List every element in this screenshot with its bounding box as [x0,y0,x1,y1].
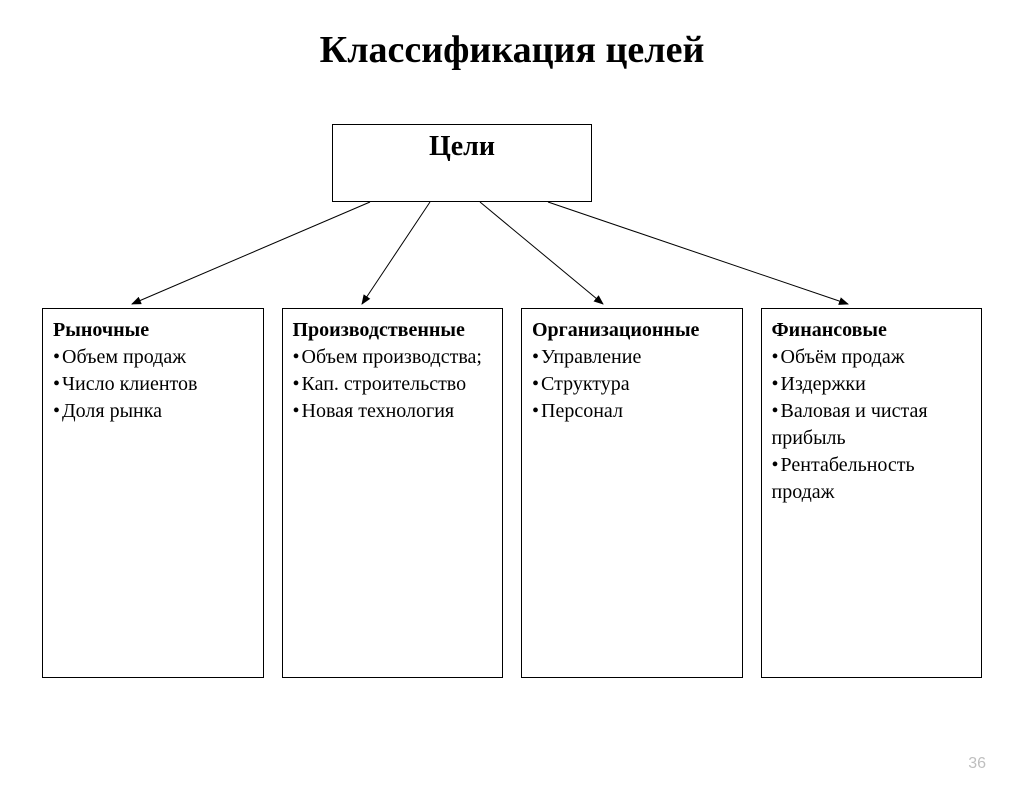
list-item: Объём продаж [772,344,972,371]
list-item: Доля рынка [53,398,253,425]
list-item: Издержки [772,371,972,398]
child-heading: Организационные [532,317,732,344]
list-item: Управление [532,344,732,371]
child-list: Объем производства; Кап. строительство Н… [293,344,493,425]
child-heading: Производственные [293,317,493,344]
child-node-production: Производственные Объем производства; Кап… [282,308,504,678]
list-item: Рентабельность продаж [772,452,972,506]
list-item: Новая технология [293,398,493,425]
root-node: Цели [332,124,592,202]
child-node-financial: Финансовые Объём продаж Издержки Валовая… [761,308,983,678]
list-item: Объем производства; [293,344,493,371]
child-node-organizational: Организационные Управление Структура Пер… [521,308,743,678]
child-heading: Финансовые [772,317,972,344]
list-item: Структура [532,371,732,398]
child-list: Управление Структура Персонал [532,344,732,425]
list-item: Валовая и чистая прибыль [772,398,972,452]
list-item: Кап. строительство [293,371,493,398]
root-node-label: Цели [429,131,495,162]
list-item: Число клиентов [53,371,253,398]
list-item: Объем продаж [53,344,253,371]
list-item: Персонал [532,398,732,425]
child-heading: Рыночные [53,317,253,344]
page-title: Классификация целей [0,28,1024,72]
child-list: Объём продаж Издержки Валовая и чистая п… [772,344,972,506]
child-list: Объем продаж Число клиентов Доля рынка [53,344,253,425]
children-row: Рыночные Объем продаж Число клиентов Дол… [42,308,982,678]
child-node-market: Рыночные Объем продаж Число клиентов Дол… [42,308,264,678]
page-number: 36 [968,755,986,773]
